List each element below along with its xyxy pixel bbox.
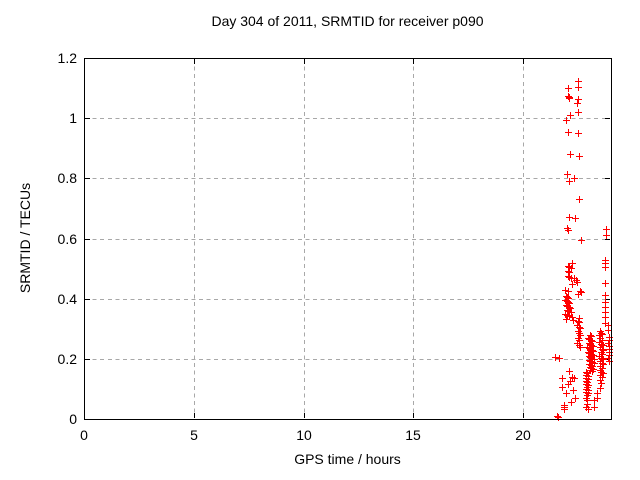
scatter-points-SRMTID: [552, 78, 613, 421]
gridlines: [85, 59, 610, 418]
x-axis-title: GPS time / hours: [294, 451, 401, 467]
y-tick-label: 0: [69, 411, 77, 427]
x-tick-label: 0: [80, 427, 88, 443]
y-tick-label: 0.4: [57, 291, 77, 307]
y-tick-label: 0.6: [57, 231, 77, 247]
y-tick-label: 1: [69, 110, 77, 126]
y-tick-label: 0.8: [57, 170, 77, 186]
plot-border: [84, 58, 612, 420]
chart-title: Day 304 of 2011, SRMTID for receiver p09…: [211, 13, 484, 29]
data-points: [552, 78, 613, 421]
y-tick-label: 0.2: [57, 351, 77, 367]
x-tick-label: 20: [515, 427, 531, 443]
x-tick-label: 10: [296, 427, 312, 443]
x-tick-label: 15: [405, 427, 421, 443]
y-tick-label: 1.2: [57, 50, 77, 66]
x-tick-label: 5: [190, 427, 198, 443]
